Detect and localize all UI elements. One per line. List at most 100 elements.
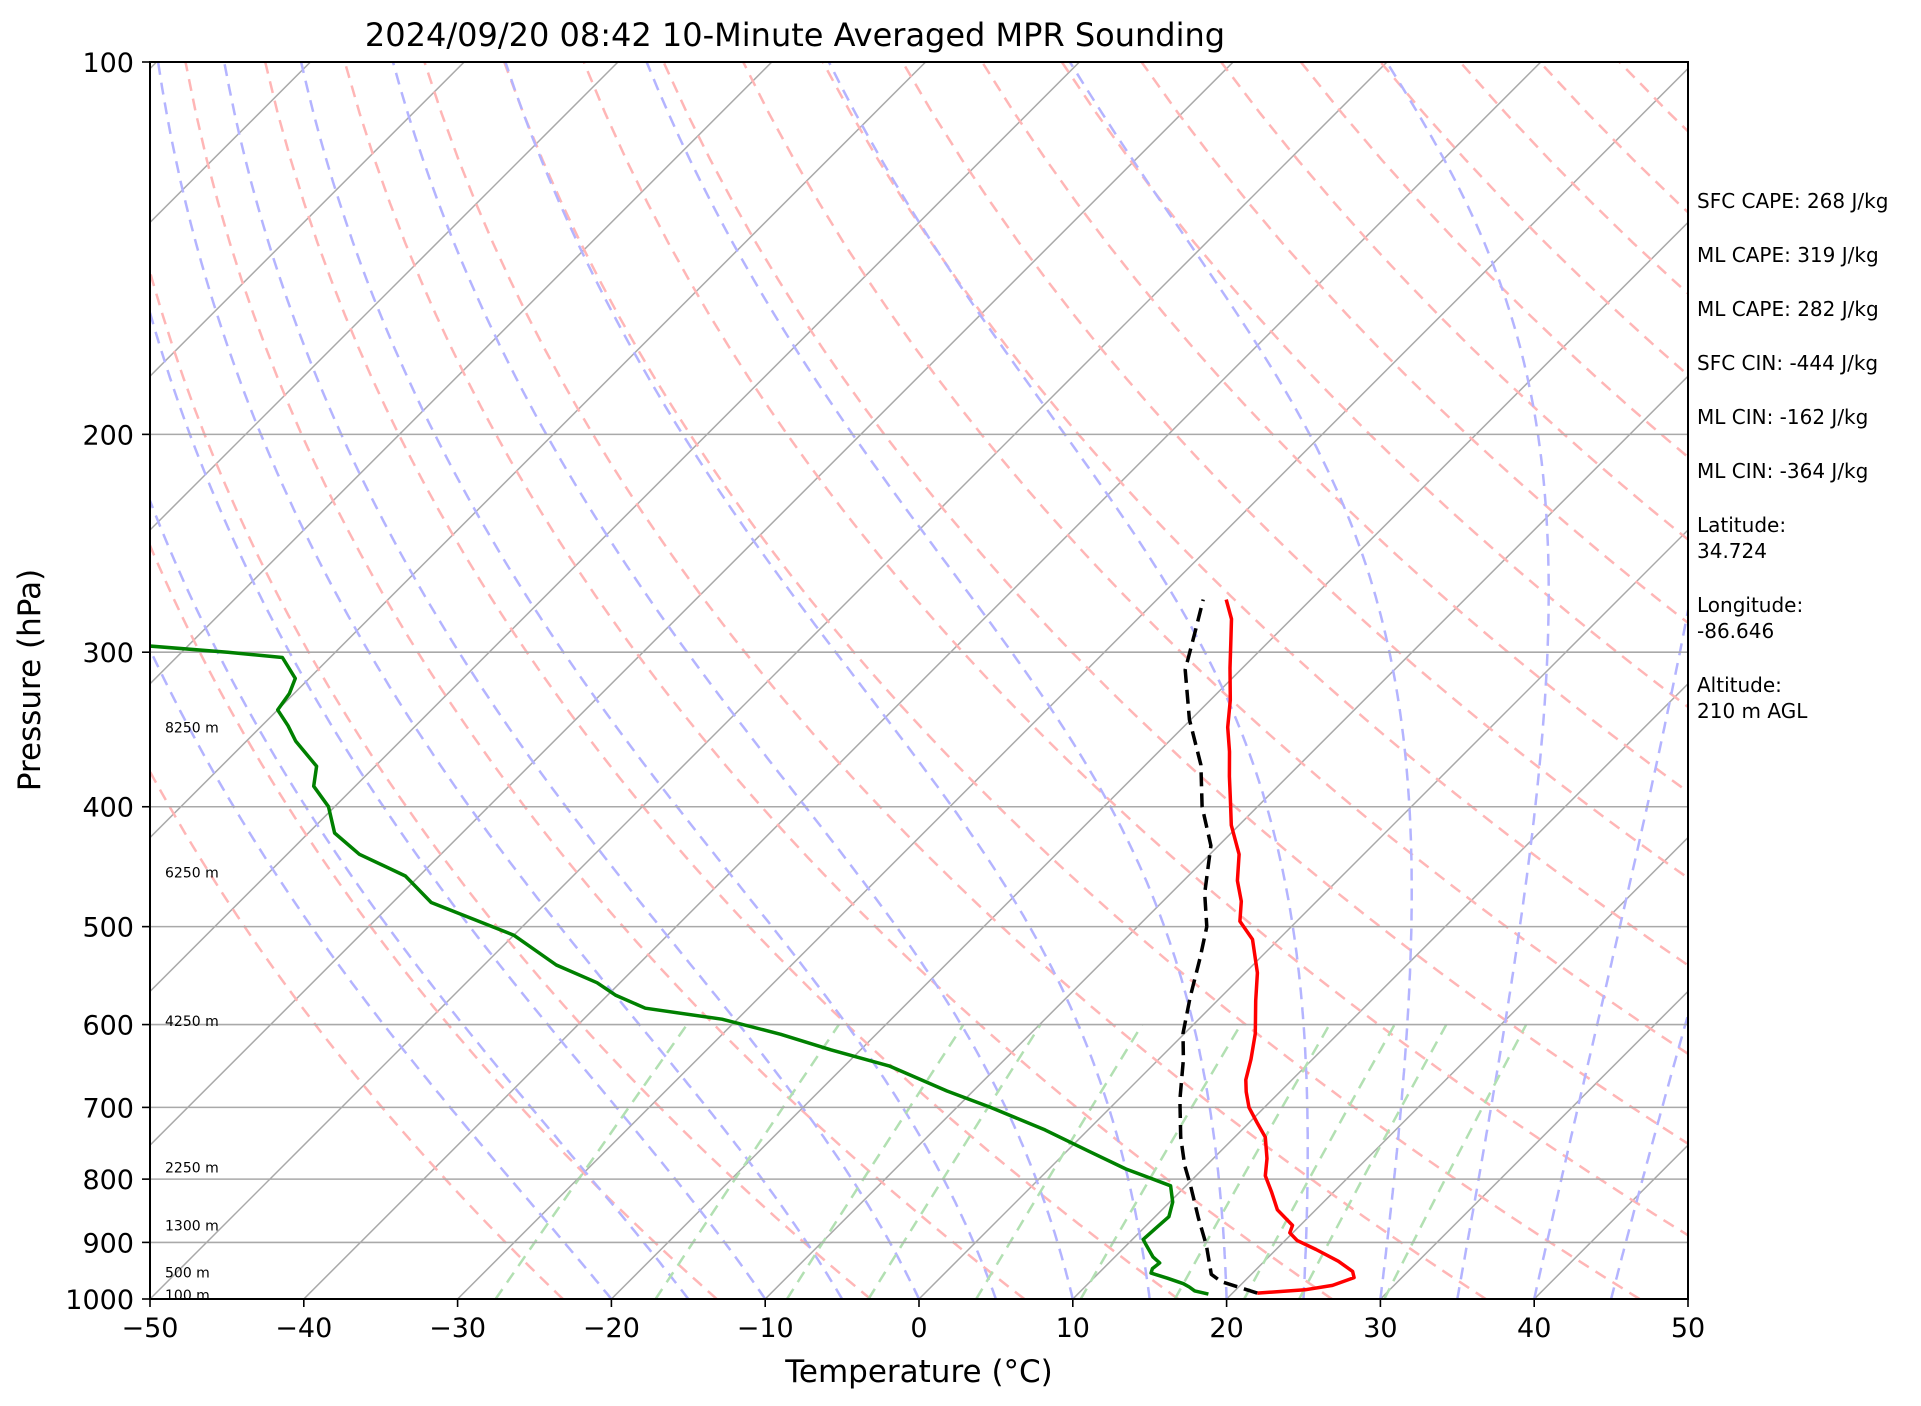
dry-adiabat-line (343, 62, 1333, 1299)
mixing-ratio-line (1173, 1023, 1331, 1299)
y-tick-label: 400 (82, 793, 134, 824)
latitude-block: Latitude: 34.724 (1697, 512, 1917, 564)
y-tick-label: 900 (82, 1228, 134, 1259)
dewpoint-line (150, 644, 1209, 1296)
moist-adiabat-line (150, 308, 767, 1299)
height-label: 2250 m (165, 1161, 219, 1177)
dry-adiabat-line (821, 62, 1688, 967)
dry-adiabat-line (150, 769, 564, 1299)
chart-title: 2024/09/20 08:42 10-Minute Averaged MPR … (365, 16, 1225, 54)
isotherm-line (1379, 990, 1688, 1299)
mixing-ratio-line (494, 1023, 689, 1299)
x-tick-label: −40 (275, 1313, 332, 1344)
mixing-ratio-line (654, 1023, 840, 1299)
x-tick-label: −20 (583, 1313, 640, 1344)
longitude-value: -86.646 (1697, 619, 1775, 643)
mixing-ratio-line (867, 1023, 1042, 1299)
temperature-line (1224, 599, 1356, 1295)
parcel-line (1178, 599, 1258, 1295)
mixing-ratio-line (1383, 1024, 1528, 1299)
isotherm-line (1226, 836, 1688, 1299)
y-tick-label: 500 (82, 913, 134, 944)
x-tick-label: 40 (1517, 1313, 1551, 1344)
dry-adiabat-line (503, 62, 1641, 1299)
mixing-ratio-line (1079, 1023, 1242, 1299)
y-tick-label: 1000 (65, 1285, 134, 1316)
x-tick-label: −50 (122, 1313, 179, 1344)
moist-adiabat-line (1532, 604, 1688, 1299)
dry-adiabat-line (1060, 62, 1688, 709)
y-axis-label: Pressure (hPa) (12, 569, 48, 791)
moist-adiabat-line (1609, 1010, 1688, 1299)
isotherm-line (457, 67, 1688, 1299)
moist-adiabat-line (150, 497, 690, 1299)
y-tick-label: 800 (82, 1165, 134, 1196)
dry-adiabat-line (150, 542, 718, 1299)
moist-adiabat-line (391, 62, 1075, 1299)
ml-cin-text-2: ML CIN: -364 J/kg (1697, 459, 1869, 483)
dry-adiabat-line (901, 62, 1688, 880)
mixing-ratio-line (975, 1023, 1144, 1299)
background-lines (0, 62, 1688, 1299)
mixing-ratio-line (1243, 1023, 1396, 1299)
data-lines (150, 599, 1356, 1296)
dry-adiabat-line (662, 62, 1688, 1146)
y-tick-label: 700 (82, 1093, 134, 1124)
moist-adiabat-line (1385, 62, 1550, 1299)
height-label: 100 m (165, 1288, 210, 1304)
isotherm-line (150, 62, 1234, 1147)
sounding-info-panel: SFC CAPE: 268 J/kg ML CAPE: 319 J/kg ML … (1697, 188, 1917, 752)
longitude-label: Longitude: (1697, 593, 1804, 617)
x-tick-label: 30 (1363, 1313, 1397, 1344)
x-tick-label: 20 (1209, 1313, 1243, 1344)
isotherm-line (0, 62, 3, 1299)
moist-adiabat-line (299, 62, 998, 1299)
x-tick-label: −30 (429, 1313, 486, 1344)
latitude-label: Latitude: (1697, 513, 1787, 537)
isotherm-line (1072, 682, 1688, 1299)
height-label: 4250 m (165, 1014, 219, 1030)
y-tick-label: 600 (82, 1011, 134, 1042)
altitude-label: Altitude: (1697, 673, 1782, 697)
isotherm-line (303, 62, 1542, 1299)
height-labels: 8250 m 6250 m 4250 m 2250 m 1300 m 500 m 100 m (165, 720, 219, 1304)
sfc-cape-text: SFC CAPE: 268 J/kg (1697, 189, 1889, 213)
isotherm-line (764, 375, 1688, 1299)
dry-adiabat-line (150, 266, 872, 1299)
ml-cape-text: ML CAPE: 319 J/kg (1697, 243, 1879, 267)
altitude-block: Altitude: 210 m AGL (1697, 672, 1917, 724)
dry-adiabat-line (423, 62, 1487, 1299)
dry-adiabat-line (263, 62, 1179, 1299)
moist-adiabat-line (504, 62, 1151, 1299)
isotherm-line (150, 62, 465, 378)
moist-adiabat-line (827, 62, 1309, 1299)
x-tick-label: 50 (1671, 1313, 1705, 1344)
x-tick-label: 0 (910, 1313, 927, 1344)
isotherm-line (918, 528, 1688, 1299)
dry-adiabat-line (742, 62, 1688, 1056)
y-tick-label: 100 (82, 48, 134, 79)
ml-cin-text: ML CIN: -162 J/kg (1697, 405, 1869, 429)
isobar-lines (150, 433, 1688, 1244)
moist-adiabat-line (222, 62, 921, 1299)
mixing-ratio-line (1298, 1024, 1448, 1299)
y-tick-label: 200 (82, 420, 134, 451)
latitude-value: 34.724 (1697, 539, 1767, 563)
height-label: 500 m (165, 1266, 210, 1282)
dry-adiabat-line (184, 62, 1026, 1299)
altitude-value: 210 m AGL (1697, 699, 1808, 723)
x-tick-label: 10 (1056, 1313, 1090, 1344)
height-label: 8250 m (165, 720, 219, 736)
isotherm-line (150, 62, 1080, 993)
moist-adiabat-line (1068, 62, 1413, 1299)
longitude-block: Longitude: -86.646 (1697, 592, 1917, 644)
ml-cape-text-2: ML CAPE: 282 J/kg (1697, 297, 1879, 321)
y-axis: 100 200 300 400 500 600 700 800 900 1000 (65, 48, 150, 1316)
height-label: 6250 m (165, 865, 219, 881)
dry-adiabat-line (582, 62, 1688, 1237)
height-label: 1300 m (165, 1218, 219, 1234)
x-axis-label: Temperature (°C) (784, 1354, 1053, 1390)
isotherm-line (150, 62, 773, 685)
moist-adiabat-line (156, 62, 844, 1299)
